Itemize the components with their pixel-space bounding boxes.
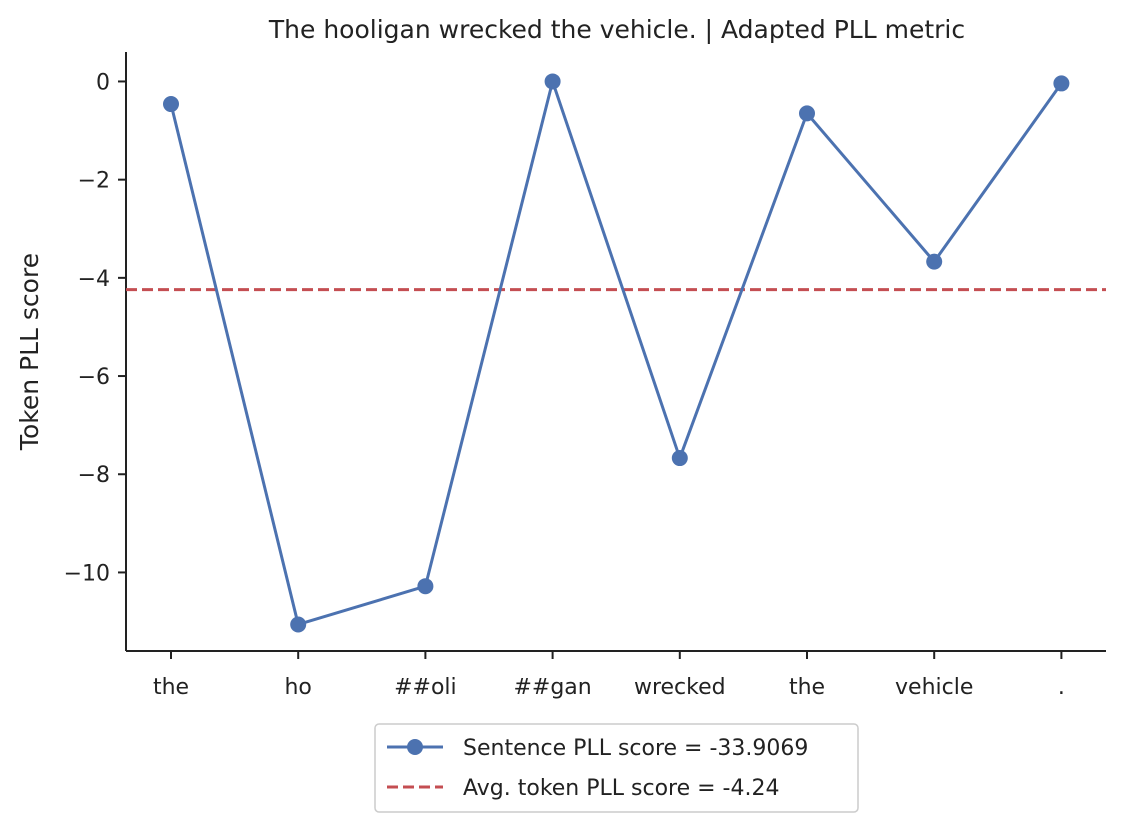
legend: Sentence PLL score = -33.9069 Avg. token … xyxy=(374,723,859,813)
data-point xyxy=(926,253,943,270)
legend-label: Sentence PLL score = -33.9069 xyxy=(463,736,808,761)
x-tick-label: the xyxy=(153,675,189,700)
legend-label: Avg. token PLL score = -4.24 xyxy=(463,776,779,801)
x-tick-label: ##gan xyxy=(513,675,591,700)
y-axis-label: Token PLL score xyxy=(15,253,44,451)
y-tick-label: −6 xyxy=(78,365,110,390)
x-tick-label: the xyxy=(789,675,825,700)
legend-box xyxy=(374,723,859,813)
axes: 0 −2 −4 −6 −8 −10 the ho ##oli ##gan wrecked the veh… xyxy=(64,52,1106,700)
series xyxy=(163,73,1070,633)
x-tick-label: vehicle xyxy=(895,675,973,700)
chart-title: The hooligan wrecked the vehicle. | Adap… xyxy=(268,15,965,44)
y-tick-label: −8 xyxy=(78,463,110,488)
y-tick-label: 0 xyxy=(96,70,110,95)
data-point xyxy=(799,105,815,122)
data-point xyxy=(290,616,307,633)
x-tick-label: . xyxy=(1058,675,1065,700)
data-point xyxy=(1053,75,1070,92)
data-point xyxy=(671,450,688,467)
series-line xyxy=(169,79,1063,626)
legend-series-marker xyxy=(407,739,423,755)
data-point xyxy=(163,96,179,113)
y-tick-label: −10 xyxy=(64,561,110,586)
x-tick-label: ho xyxy=(284,675,311,700)
data-point xyxy=(544,73,561,90)
data-point xyxy=(417,578,434,595)
x-tick-label: ##oli xyxy=(394,675,457,700)
y-tick-label: −2 xyxy=(78,169,110,194)
x-tick-label: wrecked xyxy=(634,675,726,700)
y-tick-label: −4 xyxy=(78,267,110,292)
